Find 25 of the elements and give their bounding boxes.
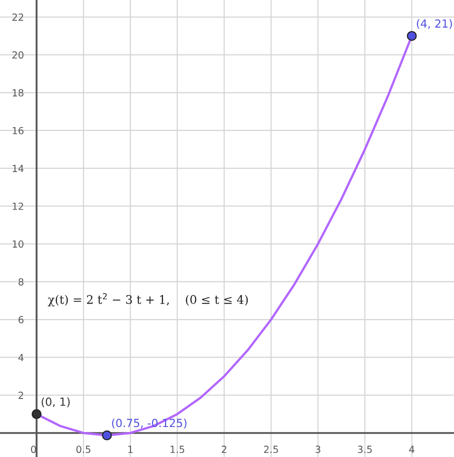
y-tick-label: 20 [12, 51, 24, 59]
annotation: (4, 21) [416, 19, 452, 30]
x-tick-label: 0.5 [76, 446, 90, 454]
point [102, 430, 112, 440]
y-tick-label: 18 [12, 89, 24, 96]
y-tick-label: 4 [18, 354, 24, 362]
x-tick-label: 2.5 [264, 446, 278, 454]
x-tick-label: 2 [222, 446, 226, 453]
annotation: χ(t) = 2 t$^{2}$ − 3 t + 1, (0 ≤ t ≤ 4) [48, 293, 248, 306]
x-tick-label: 3.5 [358, 446, 372, 454]
y-tick-label: 8 [18, 278, 24, 286]
x-tick-label: 1 [128, 446, 133, 453]
x-tick-label: 1.5 [170, 446, 184, 454]
y-tick-label: 14 [12, 164, 24, 172]
y-tick-label: 16 [12, 126, 24, 134]
x-tick-label: 4 [409, 446, 414, 453]
y-tick-label: 2 [18, 392, 24, 399]
y-tick-label: 22 [12, 13, 24, 21]
point [32, 409, 42, 420]
y-tick-label: 12 [12, 202, 24, 210]
point [406, 30, 417, 41]
y-tick-label: 6 [18, 316, 24, 324]
x-tick-label: 3 [316, 446, 320, 454]
y-tick-label: 10 [12, 240, 24, 248]
annotation: (0, 1) [42, 397, 70, 408]
